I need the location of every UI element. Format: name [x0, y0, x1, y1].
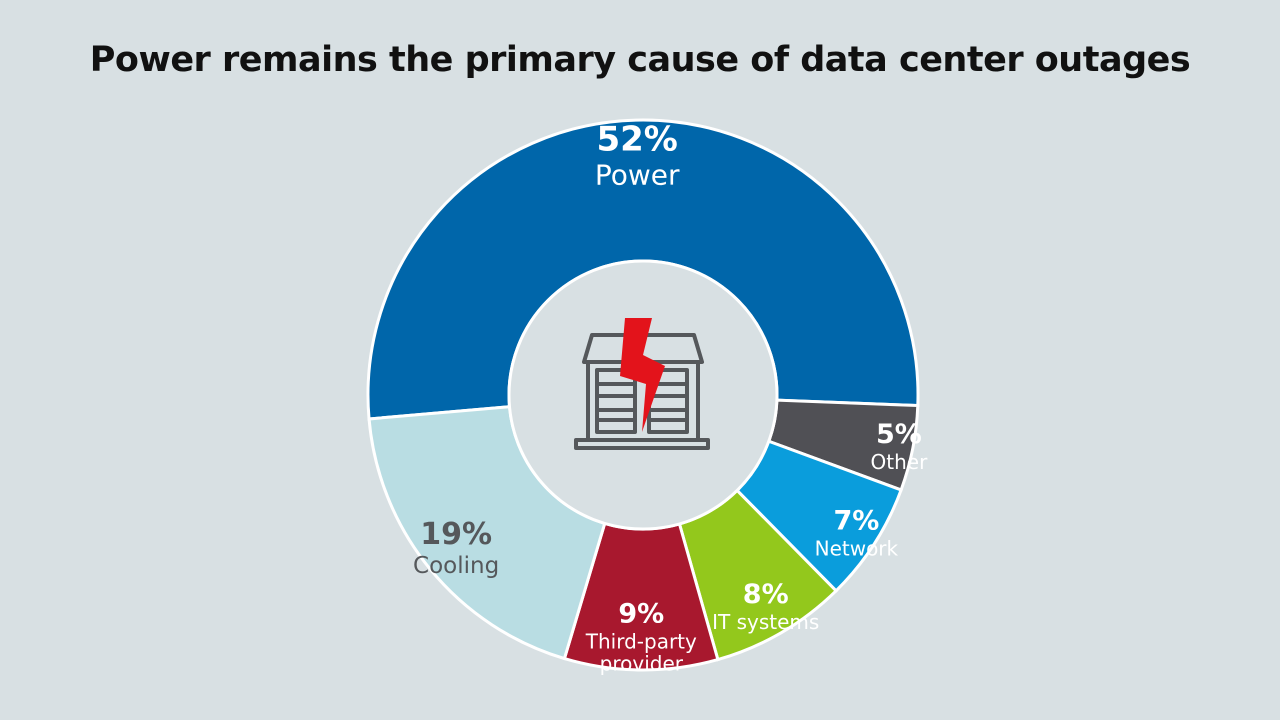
slice-category-label: Other [871, 450, 929, 474]
slice-category-label: provider [600, 651, 684, 675]
slice-value-label: 9% [618, 598, 664, 629]
slice-value-label: 5% [876, 419, 922, 450]
slice-category-label: Power [595, 159, 680, 192]
slice-category-label: Network [815, 537, 899, 561]
slice-value-label: 7% [833, 506, 879, 537]
slice-label-network: 7%Network [815, 506, 899, 561]
data-center-power-outage-icon [574, 318, 710, 450]
slice-label-cooling: 19%Cooling [413, 517, 499, 579]
slice-value-label: 8% [743, 579, 789, 610]
slice-category-label: Third-party [585, 629, 697, 653]
slice-label-power: 52%Power [595, 120, 680, 192]
lightning-bolt-icon [620, 318, 665, 432]
slice-value-label: 19% [420, 517, 492, 552]
chart-title: Power remains the primary cause of data … [89, 40, 1191, 80]
slice-category-label: IT systems [712, 610, 819, 634]
slice-category-label: Cooling [413, 553, 499, 579]
slice-value-label: 52% [596, 120, 677, 160]
slice-label-other: 5%Other [871, 419, 929, 474]
donut-hole [507, 259, 779, 531]
slice-label-it-systems: 8%IT systems [712, 579, 819, 634]
donut-labels: 52%Power 5%Other 7%Network 8%IT systems 9%Th… [413, 120, 928, 676]
